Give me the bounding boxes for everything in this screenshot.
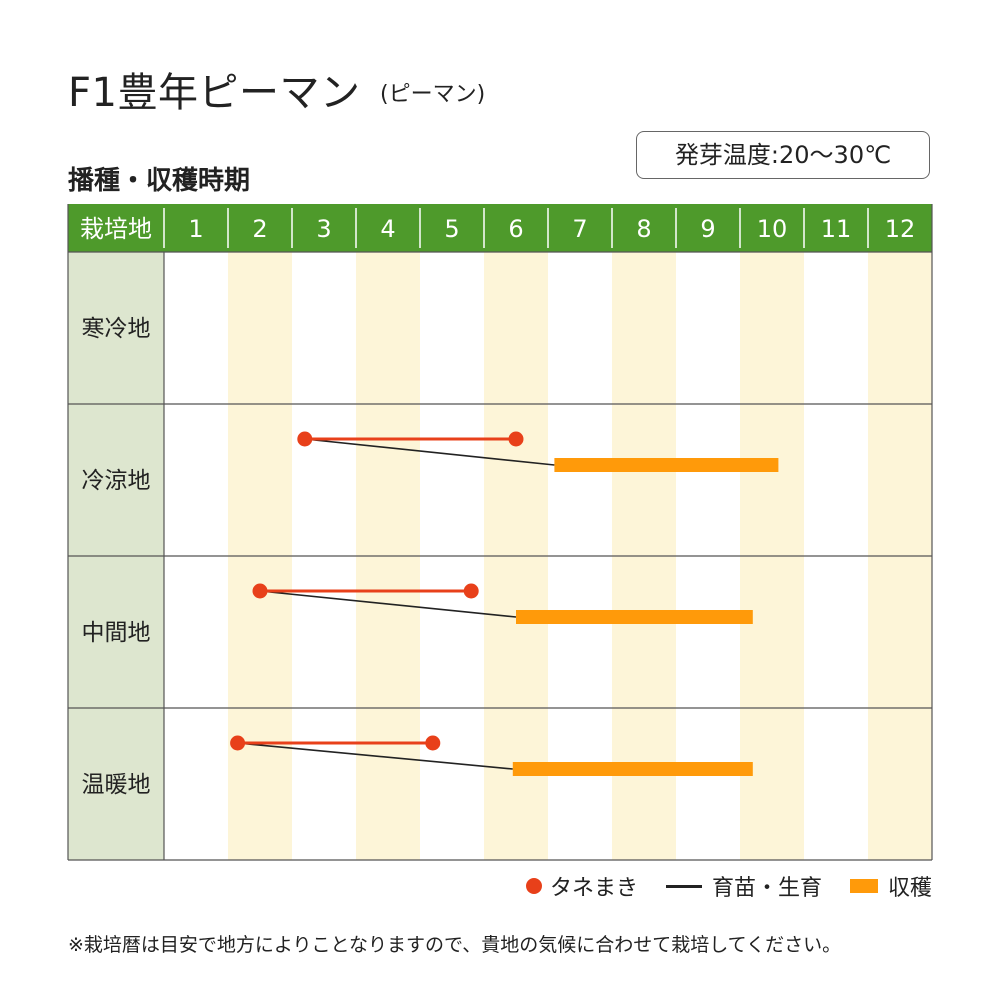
month-label: 3: [316, 215, 331, 243]
nursery-line: [237, 742, 513, 770]
legend-label-harvest: 収穫: [887, 876, 932, 901]
germination-temperature-box: 発芽温度:20〜30℃: [636, 131, 930, 179]
month-label: 2: [252, 215, 267, 243]
page-title: F1豊年ピーマン: [68, 70, 361, 116]
harvest-bar: [512, 762, 753, 776]
month-label: 11: [821, 215, 852, 243]
month-label: 10: [757, 215, 788, 243]
legend-item-sowing: タネまき: [525, 870, 638, 902]
nursery-line: [259, 590, 517, 618]
region-label: 冷涼地: [82, 468, 151, 494]
legend-item-nursery: 育苗・生育: [665, 870, 822, 902]
legend-label-nursery: 育苗・生育: [711, 876, 822, 901]
month-label: 4: [380, 215, 395, 243]
legend: タネまき 育苗・生育 収穫: [498, 870, 932, 902]
legend-item-harvest: 収穫: [849, 870, 932, 902]
sowing-start-dot: [297, 431, 313, 447]
page-subtitle: (ピーマン): [380, 82, 486, 107]
sowing-end-dot: [425, 735, 441, 751]
sowing-end-dot: [508, 431, 524, 447]
month-label: 8: [636, 215, 651, 243]
region-label: 寒冷地: [82, 316, 151, 342]
footnote: ※栽培暦は目安で地方によりことなりますので、貴地の気候に合わせて栽培してください…: [68, 934, 842, 956]
month-label: 7: [572, 215, 587, 243]
column-header-label: 栽培地: [80, 215, 152, 243]
harvest-bar-icon: [849, 879, 878, 893]
month-label: 1: [188, 215, 203, 243]
legend-label-sowing: タネまき: [549, 876, 638, 901]
sowing-start-dot: [252, 583, 268, 599]
sowing-dot-icon: [525, 878, 542, 894]
section-title: 播種・収穫時期: [68, 166, 251, 196]
harvest-bar: [516, 610, 753, 624]
region-label: 中間地: [82, 620, 151, 646]
month-label: 6: [508, 215, 523, 243]
region-label: 温暖地: [82, 772, 151, 798]
sowing-end-dot: [463, 583, 479, 599]
month-label: 9: [700, 215, 715, 243]
harvest-bar: [554, 458, 779, 472]
month-label: 12: [885, 215, 916, 243]
header-bar: [68, 204, 932, 252]
month-label: 5: [444, 215, 459, 243]
nursery-line-icon: [665, 884, 702, 888]
nursery-line: [304, 438, 555, 466]
sowing-start-dot: [230, 735, 246, 751]
